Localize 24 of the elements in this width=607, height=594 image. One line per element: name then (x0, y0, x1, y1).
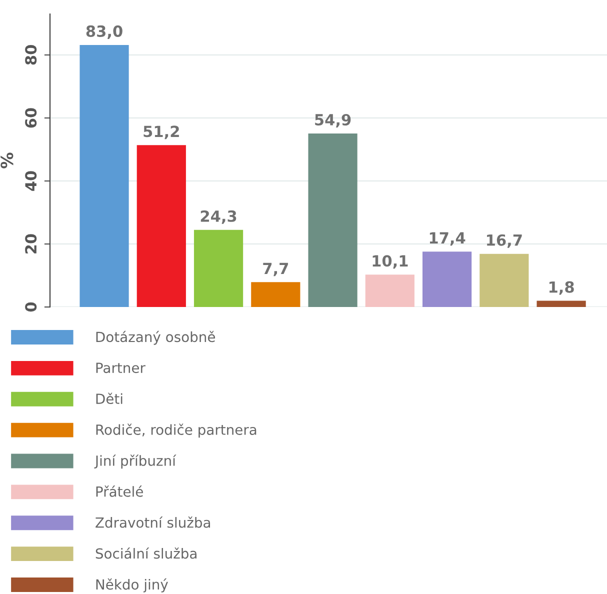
legend-label: Partner (96, 362, 146, 374)
legend-label: Sociální služba (96, 547, 196, 559)
data-label: 24,3 (200, 210, 236, 224)
data-label: 51,2 (144, 126, 179, 140)
data-label: 1,8 (549, 281, 574, 295)
legend-label: Dotázaný osobně (96, 330, 215, 345)
legend-label: Někdo jiný (96, 578, 168, 592)
y-tick-label: 60 (25, 108, 37, 128)
legend-label: Zdravotní služba (96, 516, 210, 528)
legend-label: Děti (96, 392, 122, 404)
y-tick-label: 80 (25, 45, 37, 65)
data-label: 54,9 (315, 114, 351, 128)
legend-label: Rodiče, rodiče partnera (96, 424, 256, 438)
data-label: 7,7 (263, 262, 288, 276)
y-tick-label: 20 (25, 234, 37, 254)
y-tick-label: 40 (25, 171, 37, 191)
data-label: 83,0 (86, 25, 122, 39)
legend-label: Jiní příbuzní (94, 454, 176, 469)
data-label: 10,1 (372, 255, 408, 269)
legend-label: Přátelé (96, 486, 143, 497)
data-label: 16,7 (487, 234, 522, 248)
data-label: 17,4 (430, 232, 466, 246)
y-tick-label: 0 (25, 302, 37, 312)
y-axis-title: % (0, 152, 14, 168)
